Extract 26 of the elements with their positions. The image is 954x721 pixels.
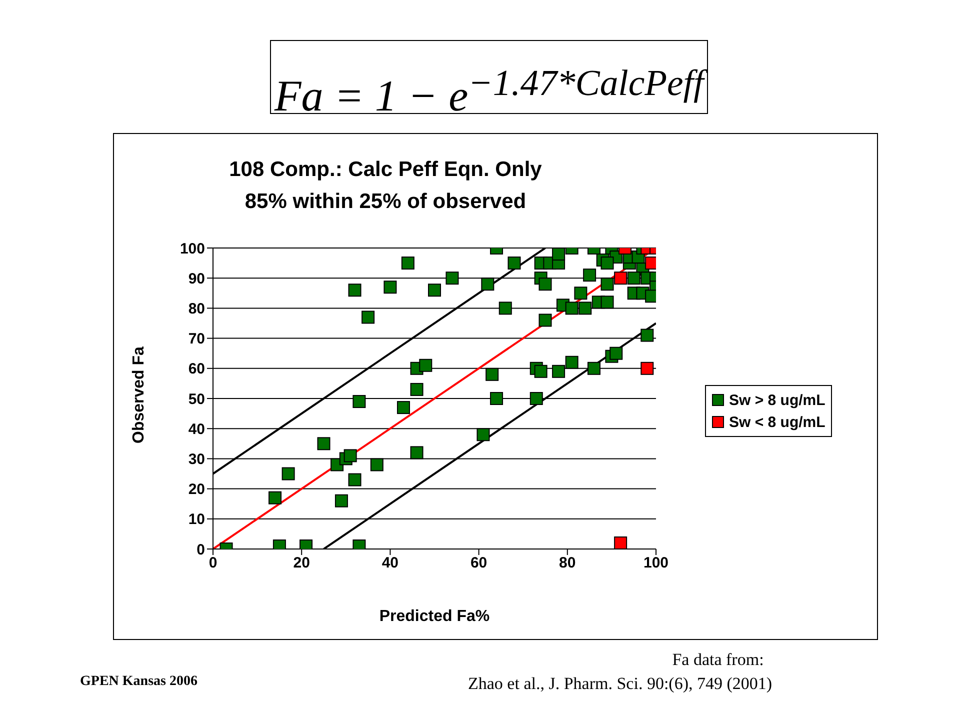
y-tick-label: 0 [196,541,205,558]
x-tick-label: 0 [208,554,218,572]
x-axis-title: Predicted Fa% [379,608,490,625]
y-tick-label: 100 [180,240,205,258]
y-tick-label: 50 [188,390,205,408]
y-tick-label: 20 [188,481,205,498]
text: Fa = 1 − e$^{−1.47*CalcPeff}$ [273,61,708,121]
y-tick-label: 30 [188,451,205,468]
text: Fa data from: [671,650,765,670]
x-tick-label: 60 [470,554,488,572]
y-tick-label: 40 [188,420,205,438]
y-tick-label: 10 [188,511,205,528]
x-tick-label: 20 [293,554,310,572]
text: Zhao et al., J. Pharm. Sci. 90:(6), 749 (2001) [468,674,772,694]
text: GPEN Kansas 2006 [80,674,198,690]
x-tick-label: 80 [559,554,576,572]
legend-label: Sw > 8 ug/mL [729,392,826,408]
y-tick-label: 90 [188,270,205,288]
y-tick-label: 60 [188,360,205,378]
y-tick-label: 80 [188,300,205,318]
chart-title: 108 Comp.: Calc Peff Eqn. Only 85% within 25% of observed [228,157,543,215]
y-tick-label: 70 [188,330,205,348]
x-tick-label: 100 [643,554,669,572]
y-axis-title: Observed Fa [130,346,148,444]
legend-label: Sw < 8 ug/mL [729,414,826,430]
x-tick-label: 40 [382,554,399,572]
